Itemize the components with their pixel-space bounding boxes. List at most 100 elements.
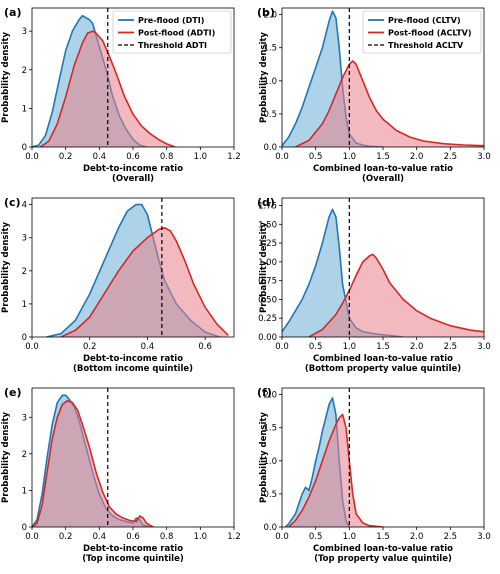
y-tick-label: 1.75	[258, 202, 277, 212]
x-tick-label: 0.4	[93, 532, 107, 542]
y-tick-label: 2	[22, 267, 27, 277]
x-tick-label: 2.0	[410, 532, 424, 542]
x-tick-label: 0.5	[309, 152, 323, 162]
axes-frame	[31, 197, 235, 338]
y-axis-label: Probability density	[1, 412, 11, 503]
x-tick-label: 1.0	[343, 532, 357, 542]
x-axis-label: Combined loan-to-value ratio	[313, 354, 453, 364]
series-line-post-flood	[308, 253, 484, 337]
y-axis-label: Probability density	[1, 32, 11, 123]
series-line-post-flood	[39, 30, 176, 147]
y-tick-label: 0.5	[263, 110, 277, 120]
x-axis-label: Combined loan-to-value ratio	[313, 164, 453, 174]
legend: Pre-flood (DTI) Post-flood (ADTI) Threshol…	[112, 10, 232, 54]
panel-a: 0.0 0.2 0.4 0.6 0.8 1.0 1.2 0 1 2 3 Debt-to-income …	[1, 6, 241, 184]
x-axis-sublabel: (Overall)	[362, 174, 404, 184]
series-area-post-flood	[295, 61, 484, 147]
y-tick-label: 3	[22, 234, 27, 244]
x-tick-label: 1.5	[376, 532, 390, 542]
y-tick-label: 2	[22, 450, 27, 460]
y-tick-label: 4	[22, 201, 27, 211]
x-tick-label: 2.5	[444, 152, 458, 162]
y-tick-label: 0	[22, 523, 27, 533]
y-tick-label: 2.0	[263, 11, 277, 21]
x-tick-label: 3.0	[477, 342, 491, 352]
y-tick-label: 3	[22, 413, 27, 423]
y-tick-label: 0	[22, 143, 27, 153]
x-tick-label: 2.5	[444, 342, 458, 352]
panel-f: 0.0 0.5 1.0 1.5 2.0 2.5 3.0 0.0 0.5 1.0 1.5 2.0 Comb…	[257, 386, 491, 564]
y-tick-label: 0	[22, 333, 27, 343]
panel-label: (e)	[4, 386, 22, 399]
x-tick-label: 0.5	[309, 342, 323, 352]
series-area-post-flood	[288, 414, 383, 527]
legend-box	[112, 10, 232, 54]
legend-label: Threshold ADTI	[138, 41, 207, 50]
legend: Pre-flood (CLTV) Post-flood (ACLTV) Thresh…	[362, 10, 482, 54]
x-tick-label: 0.2	[83, 342, 97, 352]
series-area-post-flood	[60, 227, 229, 337]
x-tick-label: 1.2	[227, 532, 241, 542]
y-axis-label: Probability density	[259, 222, 269, 313]
x-tick-label: 0.8	[160, 152, 174, 162]
y-tick-label: 3	[22, 27, 27, 37]
x-axis-sublabel: (Bottom income quintile)	[73, 364, 193, 374]
y-tick-label: 1.0	[263, 457, 277, 467]
panel-label: (b)	[257, 6, 275, 19]
y-tick-label: 0.75	[258, 277, 277, 287]
series-area-post-flood	[32, 400, 154, 527]
x-tick-label: 1.0	[343, 342, 357, 352]
x-tick-label: 3.0	[477, 532, 491, 542]
series-line-post-flood	[288, 413, 384, 527]
x-axis-label: Debt-to-income ratio	[83, 544, 183, 554]
series-line-post-flood	[32, 399, 154, 527]
x-tick-label: 2.0	[410, 342, 424, 352]
panel-b: 0.0 0.5 1.0 1.5 2.0 2.5 3.0 0.0 0.5 1.0 1.5 2.0 Comb…	[257, 6, 491, 184]
x-axis-sublabel: (Top income quintile)	[82, 554, 184, 564]
plot-area	[284, 388, 384, 527]
y-tick-label: 1.5	[263, 424, 277, 434]
legend-label: Pre-flood (CLTV)	[388, 16, 461, 25]
panel-c: 0.0 0.2 0.4 0.6 0 1 2 3 4 Debt-to-income ratio(Bo…	[1, 196, 235, 374]
x-tick-label: 0.6	[198, 342, 212, 352]
panel-e: 0.0 0.2 0.4 0.6 0.8 1.0 1.2 0 1 2 3 Debt-to-income …	[1, 386, 241, 564]
series-area-post-flood	[308, 254, 484, 337]
x-axis-label: Debt-to-income ratio	[83, 164, 183, 174]
x-tick-label: 0.2	[59, 152, 73, 162]
x-tick-label: 1.0	[194, 152, 208, 162]
x-tick-label: 0.6	[126, 152, 140, 162]
x-axis-label: Combined loan-to-value ratio	[313, 544, 453, 554]
panel-d: 0.0 0.5 1.0 1.5 2.0 2.5 3.0 0.00 0.25 0.50 0.75 1.0…	[257, 196, 491, 374]
x-tick-label: 1.0	[343, 152, 357, 162]
panel-label: (d)	[257, 196, 275, 209]
x-tick-label: 0.4	[93, 152, 107, 162]
panel-label: (f)	[257, 386, 272, 399]
x-tick-label: 3.0	[477, 152, 491, 162]
plot-area	[282, 8, 484, 147]
x-tick-label: 0.0	[275, 152, 289, 162]
y-tick-label: 1	[22, 300, 27, 310]
x-tick-label: 0.8	[160, 532, 174, 542]
y-tick-label: 1.00	[258, 258, 277, 268]
x-axis-label: Debt-to-income ratio	[83, 354, 183, 364]
x-tick-label: 0.0	[25, 532, 39, 542]
x-tick-label: 2.5	[444, 532, 458, 542]
panel-label: (c)	[4, 196, 21, 209]
plot-area	[32, 8, 176, 147]
y-tick-label: 0.0	[263, 143, 277, 153]
y-tick-label: 0.50	[258, 295, 277, 305]
y-tick-label: 1	[22, 486, 27, 496]
y-tick-label: 1	[22, 104, 27, 114]
series-area-pre-flood	[282, 209, 404, 337]
legend-label: Post-flood (ACLTV)	[388, 29, 472, 38]
y-tick-label: 0.00	[258, 333, 277, 343]
y-tick-label: 0.25	[258, 314, 277, 324]
legend-label: Threshold ACLTV	[388, 41, 464, 50]
x-axis-sublabel: (Overall)	[112, 174, 154, 184]
y-tick-label: 2	[22, 66, 27, 76]
x-tick-label: 0.0	[25, 342, 39, 352]
x-tick-label: 0.0	[275, 342, 289, 352]
x-tick-label: 2.0	[410, 152, 424, 162]
series-line-post-flood	[295, 60, 484, 147]
